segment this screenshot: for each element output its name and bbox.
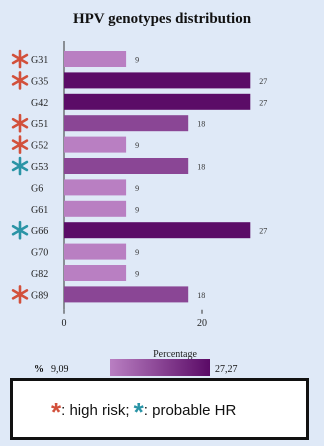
data-label: 9 [135, 56, 139, 65]
high-risk-star-icon [11, 71, 29, 90]
data-label: 9 [135, 205, 139, 214]
bar [64, 222, 251, 239]
bar [64, 51, 127, 67]
category-label: G61 [31, 205, 48, 216]
category-label: G35 [31, 76, 48, 87]
legend-high-risk-text: : high risk; [61, 402, 130, 419]
chart-title: HPV genotypes distribution [72, 11, 252, 27]
data-label: 27 [259, 98, 267, 107]
category-label: G70 [31, 248, 48, 259]
colorbar [110, 359, 210, 376]
data-label: 9 [135, 141, 139, 150]
category-label: G6 [31, 183, 43, 194]
x-tick-label: 20 [197, 318, 207, 329]
category-label: G51 [31, 119, 48, 130]
bar [64, 72, 251, 89]
bar [64, 115, 189, 132]
bar [64, 93, 251, 110]
bar-chart: G31 9 G35 27 G42 27 G51 18 G52 9 G53 18 G6 9 G61 9 G66 27… [11, 41, 267, 376]
colorbar-max-label: 27,27 [215, 364, 238, 375]
bar [64, 158, 189, 174]
category-label: G42 [31, 98, 48, 109]
colorbar-prefix: % [34, 364, 44, 375]
high-risk-star-icon [11, 135, 29, 154]
bar [64, 286, 189, 303]
data-label: 9 [135, 248, 139, 257]
risk-legend: *: high risk; *: probable HR [10, 378, 309, 440]
bar [64, 136, 127, 153]
probable-risk-star-icon [11, 156, 29, 176]
bar [64, 179, 127, 196]
legend-content: *: high risk; *: probable HR [51, 397, 236, 428]
data-label: 27 [259, 227, 267, 236]
legend-probable-text: : probable HR [143, 402, 237, 419]
category-label: G53 [31, 162, 48, 173]
probable-risk-star-icon: * [133, 397, 144, 427]
data-label: 9 [135, 270, 139, 279]
category-label: G52 [31, 141, 48, 152]
probable-risk-star-icon [11, 220, 29, 240]
x-tick-label: 0 [62, 318, 67, 329]
data-label: 9 [135, 184, 139, 193]
data-label: 18 [197, 291, 205, 300]
bar [64, 243, 127, 260]
colorbar-min-label: 9,09 [51, 364, 69, 375]
high-risk-star-icon [11, 49, 29, 69]
high-risk-star-icon [11, 285, 29, 304]
bar [64, 200, 127, 217]
category-label: G89 [31, 290, 48, 301]
category-label: G82 [31, 269, 48, 280]
x-axis-label: Percentage [153, 349, 197, 360]
data-label: 27 [259, 77, 267, 86]
high-risk-star-icon: * [51, 397, 62, 427]
high-risk-star-icon [11, 113, 29, 133]
bar [64, 265, 127, 281]
data-label: 18 [197, 120, 205, 129]
category-label: G31 [31, 55, 48, 66]
category-label: G66 [31, 226, 48, 237]
data-label: 18 [197, 163, 205, 172]
